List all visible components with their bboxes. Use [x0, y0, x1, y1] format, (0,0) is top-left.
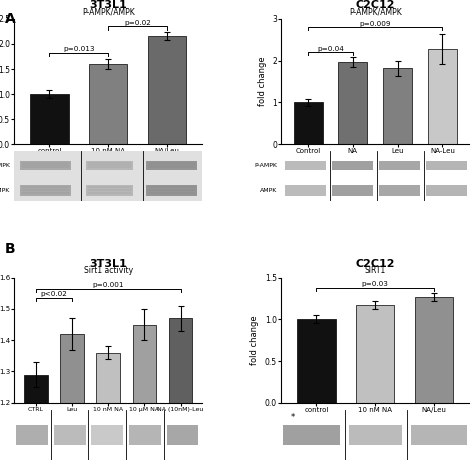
Text: p=0.009: p=0.009 [359, 21, 391, 27]
Bar [24, 374, 48, 474]
Bar [379, 184, 420, 196]
Bar [426, 184, 467, 196]
Text: p=0.001: p=0.001 [92, 282, 124, 288]
Bar [54, 425, 86, 445]
Bar [283, 425, 339, 445]
Bar [293, 102, 323, 144]
Text: p=0.02: p=0.02 [124, 20, 151, 26]
Text: p=0.013: p=0.013 [63, 46, 95, 52]
Bar [146, 161, 197, 170]
Bar [30, 94, 69, 144]
Text: A: A [5, 12, 16, 26]
Title: 3T3L1: 3T3L1 [90, 258, 127, 268]
Bar [133, 325, 156, 474]
Bar [356, 305, 394, 403]
Text: P-AMPK/AMPK: P-AMPK/AMPK [349, 8, 401, 17]
Y-axis label: fold change: fold change [258, 57, 267, 106]
Bar [20, 161, 71, 170]
Text: p=0.03: p=0.03 [362, 281, 389, 287]
Title: C2C12: C2C12 [356, 0, 395, 10]
Bar [166, 425, 199, 445]
Bar [428, 49, 457, 144]
Bar [415, 297, 453, 403]
Bar [86, 184, 133, 196]
Text: P-AMPK: P-AMPK [255, 163, 277, 168]
Bar [332, 184, 374, 196]
Bar [379, 161, 420, 170]
Text: p=0.04: p=0.04 [317, 46, 344, 52]
Bar [89, 64, 128, 144]
Bar [332, 161, 374, 170]
Bar [285, 161, 327, 170]
Text: P-AMPK: P-AMPK [0, 163, 10, 168]
Text: *: * [291, 413, 295, 422]
Bar [426, 161, 467, 170]
Bar [20, 184, 71, 196]
Bar [383, 68, 412, 144]
Bar [129, 425, 161, 445]
Text: SIRT1: SIRT1 [365, 266, 386, 275]
Bar [349, 425, 401, 445]
Text: p<0.02: p<0.02 [41, 292, 67, 297]
Title: C2C12: C2C12 [356, 258, 395, 268]
Bar [297, 319, 336, 403]
Text: AMPK: AMPK [260, 188, 277, 192]
Bar [86, 161, 133, 170]
Text: AMPK: AMPK [0, 188, 10, 192]
Bar [60, 334, 84, 474]
Bar [169, 318, 192, 474]
Text: P-AMPK/AMPK: P-AMPK/AMPK [82, 8, 135, 17]
Text: Sirt1 activity: Sirt1 activity [84, 266, 133, 275]
Bar [148, 36, 186, 144]
Bar [285, 184, 327, 196]
Bar [91, 425, 123, 445]
Bar [338, 62, 367, 144]
Bar [146, 184, 197, 196]
Text: B: B [5, 242, 15, 256]
Y-axis label: fold change: fold change [250, 315, 259, 365]
Bar [97, 353, 120, 474]
Bar [16, 425, 48, 445]
Title: 3T3L1: 3T3L1 [90, 0, 127, 10]
Bar [411, 425, 467, 445]
